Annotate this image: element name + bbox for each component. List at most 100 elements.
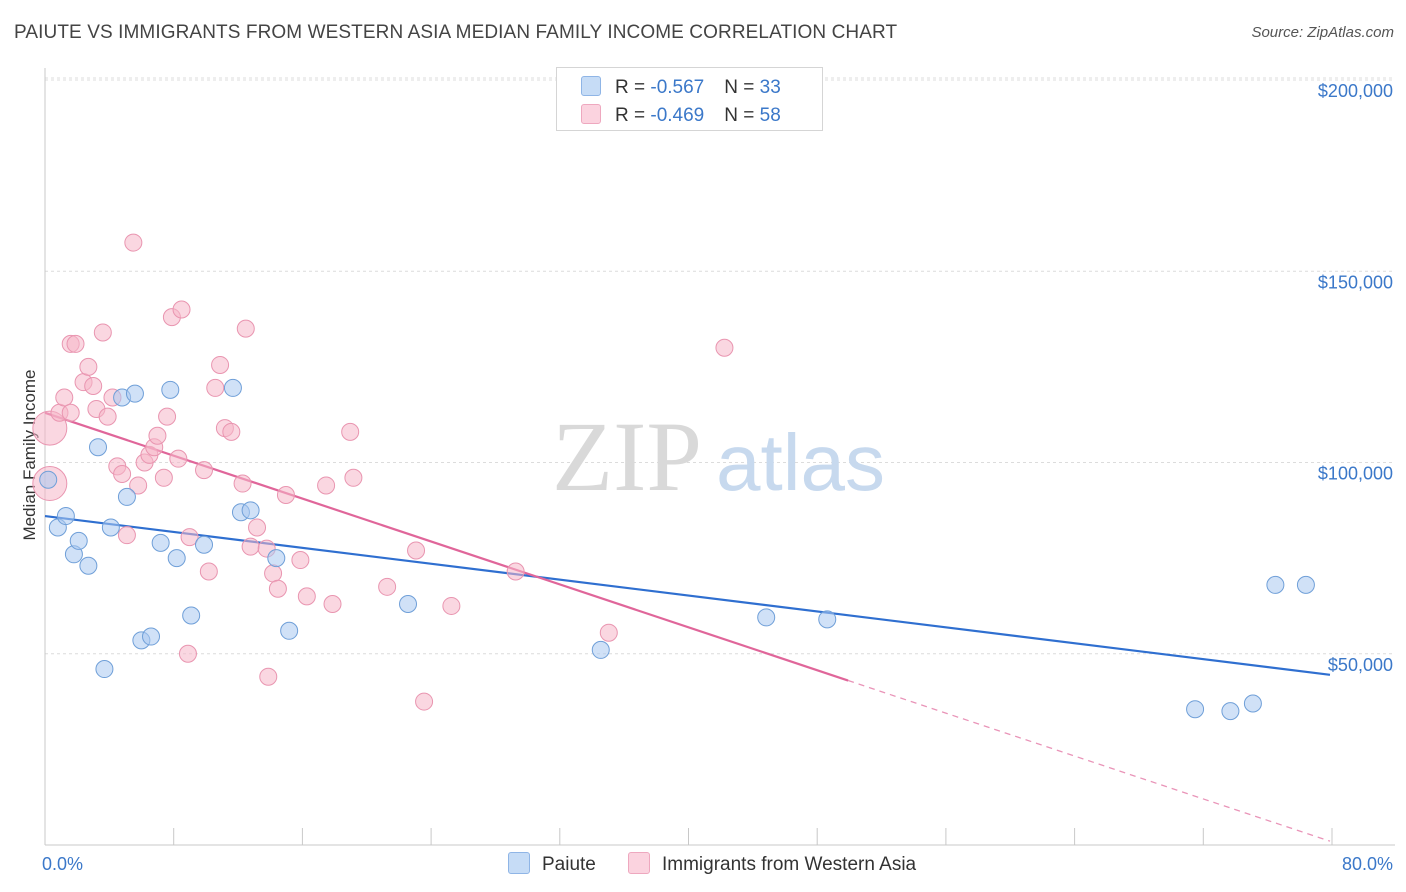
western-asia-point bbox=[222, 422, 241, 441]
legend-r-label: R = bbox=[615, 77, 651, 98]
western-asia-point bbox=[178, 644, 197, 663]
legend-r-label: R = bbox=[615, 105, 651, 126]
paiute-point bbox=[1296, 575, 1315, 594]
watermark-atlas: atlas bbox=[716, 418, 885, 507]
western-asia-point bbox=[113, 464, 132, 483]
axes bbox=[44, 68, 1395, 846]
legend-row-paiute: R = -0.567 N = 33 bbox=[581, 76, 781, 99]
western-asia-point bbox=[415, 692, 434, 711]
paiute-point bbox=[241, 501, 260, 520]
paiute-point bbox=[591, 640, 610, 659]
grid-lines bbox=[45, 77, 1395, 655]
correlation-legend: R = -0.567 N = 33 R = -0.469 N = 58 bbox=[556, 67, 823, 131]
paiute-point bbox=[1221, 702, 1240, 721]
western-asia-point bbox=[79, 357, 98, 376]
paiute-point bbox=[399, 595, 418, 614]
legend-swatch-paiute bbox=[581, 76, 601, 96]
paiute-point bbox=[69, 531, 88, 550]
western-asia-point bbox=[248, 518, 267, 537]
bottom-legend-label-paiute: Paiute bbox=[542, 854, 596, 875]
western-asia-point bbox=[241, 537, 260, 556]
western-asia-point bbox=[117, 526, 136, 545]
western-asia-point bbox=[124, 233, 143, 252]
western-asia-point bbox=[344, 468, 363, 487]
bottom-legend-swatch-paiute bbox=[508, 852, 530, 874]
paiute-point bbox=[142, 627, 161, 646]
western-asia-point bbox=[715, 338, 734, 357]
western-asia-point bbox=[154, 468, 173, 487]
western-asia-point bbox=[61, 403, 80, 422]
paiute-point bbox=[39, 470, 58, 489]
legend-n-value: 33 bbox=[759, 77, 781, 98]
paiute-point bbox=[1186, 700, 1205, 719]
western-asia-point bbox=[236, 319, 255, 338]
paiute-point bbox=[101, 518, 120, 537]
paiute-point bbox=[56, 507, 75, 526]
paiute-point bbox=[151, 533, 170, 552]
paiute-point bbox=[280, 621, 299, 640]
paiute-point bbox=[1266, 575, 1285, 594]
western-asia-point bbox=[317, 476, 336, 495]
western-asia-point bbox=[98, 407, 117, 426]
western-asia-point bbox=[199, 562, 218, 581]
paiute-point bbox=[1243, 694, 1262, 713]
western-asia-point bbox=[93, 323, 112, 342]
western-asia-point bbox=[506, 562, 525, 581]
x-tick-label: 0.0% bbox=[42, 854, 83, 874]
western-asia-point bbox=[211, 355, 230, 374]
western-asia-point bbox=[66, 334, 85, 353]
western-asia-point bbox=[148, 426, 167, 445]
legend-n-label: N = bbox=[724, 105, 760, 126]
bottom-legend-label-western-asia: Immigrants from Western Asia bbox=[662, 854, 917, 875]
western-asia-point bbox=[442, 596, 461, 615]
western-asia-point bbox=[276, 486, 295, 505]
western-asia-point bbox=[195, 461, 214, 480]
western-asia-point bbox=[378, 577, 397, 596]
watermark-zip: ZIP bbox=[552, 401, 702, 512]
paiute-point bbox=[125, 384, 144, 403]
legend-swatch-western-asia bbox=[581, 104, 601, 124]
data-points bbox=[32, 233, 1315, 721]
bottom-legend-swatch-western-asia bbox=[628, 852, 650, 874]
western-asia-point bbox=[206, 378, 225, 397]
paiute-point bbox=[818, 610, 837, 629]
legend-n-value: 58 bbox=[759, 105, 781, 126]
bottom-legend-paiute: Paiute bbox=[508, 852, 596, 876]
western-asia-point bbox=[180, 528, 199, 547]
watermark: ZIP atlas bbox=[552, 401, 885, 512]
western-asia-point bbox=[297, 587, 316, 606]
legend-row-western-asia: R = -0.469 N = 58 bbox=[581, 104, 781, 127]
y-tick-label: $50,000 bbox=[1328, 655, 1393, 675]
paiute-point bbox=[95, 660, 114, 679]
paiute-point bbox=[89, 438, 108, 457]
paiute-point bbox=[267, 549, 286, 568]
paiute-point bbox=[182, 606, 201, 625]
western-asia-point bbox=[84, 377, 103, 395]
paiute-point bbox=[757, 608, 776, 627]
western-asia-trend-extension bbox=[847, 679, 1331, 842]
paiute-point bbox=[195, 535, 214, 554]
western-asia-point bbox=[233, 474, 252, 493]
tick-labels: $200,000 $150,000 $100,000 $50,000 0.0% 80.0% bbox=[42, 81, 1393, 874]
x-tick-label: 80.0% bbox=[1342, 854, 1393, 874]
paiute-point bbox=[161, 380, 180, 399]
paiute-point bbox=[79, 556, 98, 575]
source-credit: Source: ZipAtlas.com bbox=[1251, 24, 1394, 41]
western-asia-point bbox=[169, 449, 188, 468]
western-asia-point bbox=[291, 551, 310, 570]
western-asia-point bbox=[172, 300, 191, 319]
paiute-point bbox=[167, 549, 186, 568]
western-asia-point bbox=[407, 541, 426, 560]
western-asia-point bbox=[259, 667, 278, 686]
paiute-trend-line bbox=[44, 514, 1331, 676]
western-asia-point bbox=[323, 595, 342, 614]
western-asia-point bbox=[264, 564, 283, 583]
western-asia-point bbox=[129, 476, 148, 495]
paiute-point bbox=[223, 378, 242, 397]
paiute-point bbox=[117, 487, 136, 506]
legend-r-value: -0.469 bbox=[650, 105, 705, 126]
western-asia-point bbox=[599, 623, 618, 642]
western-asia-point bbox=[341, 422, 360, 441]
bottom-legend-western-asia: Immigrants from Western Asia bbox=[628, 852, 916, 876]
